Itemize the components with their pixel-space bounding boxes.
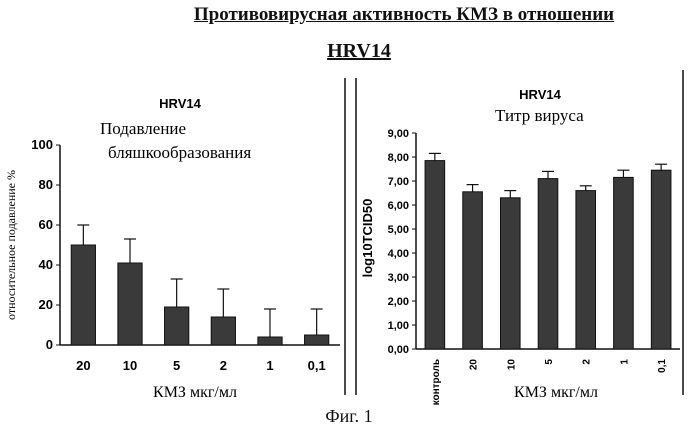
- panel2-y-tick-label: 8,00: [388, 152, 409, 164]
- panel1-x-tick-label: 2: [220, 358, 227, 373]
- panel2-x-label: КМЗ мкг/мл: [514, 384, 598, 401]
- panel2-y-tick-label: 2,00: [388, 296, 409, 308]
- panel2-x-tick-label: 20: [469, 359, 480, 371]
- panel1-y-tick-label: 40: [39, 257, 53, 272]
- panel2-x-tick-label: 5: [544, 359, 555, 365]
- panel1-bar: [165, 307, 189, 345]
- panel2-bar: [614, 177, 634, 349]
- panel1-x-tick-label: 20: [76, 358, 90, 373]
- panel1-y-label: относительное подавление %: [4, 170, 18, 320]
- panel1-bar: [258, 337, 282, 345]
- panel2-y-tick-label: 9,00: [388, 128, 409, 140]
- panel2-y-tick-label: 5,00: [388, 224, 409, 236]
- panel1-subtitle-line2: бляшкообразования: [108, 143, 251, 162]
- figure-caption: Фиг. 1: [0, 406, 698, 427]
- panel2-bar: [576, 191, 596, 349]
- panel2-y-tick-label: 3,00: [388, 272, 409, 284]
- panel1-title: HRV14: [159, 96, 201, 111]
- panel2-x-tick-label: 1: [619, 359, 630, 365]
- panel1-bar: [118, 263, 142, 345]
- panel2-bar: [463, 192, 483, 349]
- panel2-y-tick-label: 1,00: [388, 320, 409, 332]
- panel2-x-tick-label: контроль: [431, 359, 442, 405]
- panel1-bar: [71, 245, 95, 345]
- panel1-y-tick-label: 0: [46, 337, 53, 352]
- panel1-bar: [211, 317, 235, 345]
- panel1-subtitle-line1: Подавление: [100, 119, 186, 138]
- panel1-y-tick-label: 80: [39, 177, 53, 192]
- panel1-bar: [305, 335, 329, 345]
- panel2-subtitle: Титр вируса: [495, 106, 584, 125]
- panel2-x-tick-label: 2: [582, 359, 593, 365]
- panel1-y-tick-label: 100: [31, 137, 53, 152]
- panel1-y-tick-label: 60: [39, 217, 53, 232]
- panel1-x-tick-label: 10: [123, 358, 137, 373]
- panel2-y-tick-label: 4,00: [388, 248, 409, 260]
- panel1-x-tick-label: 1: [266, 358, 273, 373]
- panel2-y-tick-label: 0,00: [388, 344, 409, 356]
- panel2-y-label: log10TCID50: [360, 199, 375, 278]
- panel2-y-tick-label: 6,00: [388, 200, 409, 212]
- panel2-bar: [538, 179, 558, 349]
- panel2-x-tick-label: 0,1: [657, 359, 668, 373]
- panel2-title: HRV14: [519, 87, 561, 102]
- panel2-y-tick-label: 7,00: [388, 176, 409, 188]
- panel2-bar: [425, 161, 445, 349]
- panel1-y-tick-label: 20: [39, 297, 53, 312]
- panel2-bar: [651, 170, 671, 349]
- panel2-bar: [500, 198, 520, 349]
- panel1-x-tick-label: 5: [173, 358, 180, 373]
- panel2-x-tick-label: 10: [506, 359, 517, 371]
- panel1-x-label: КМЗ мкг/мл: [153, 384, 237, 401]
- panel1-x-tick-label: 0,1: [308, 358, 326, 373]
